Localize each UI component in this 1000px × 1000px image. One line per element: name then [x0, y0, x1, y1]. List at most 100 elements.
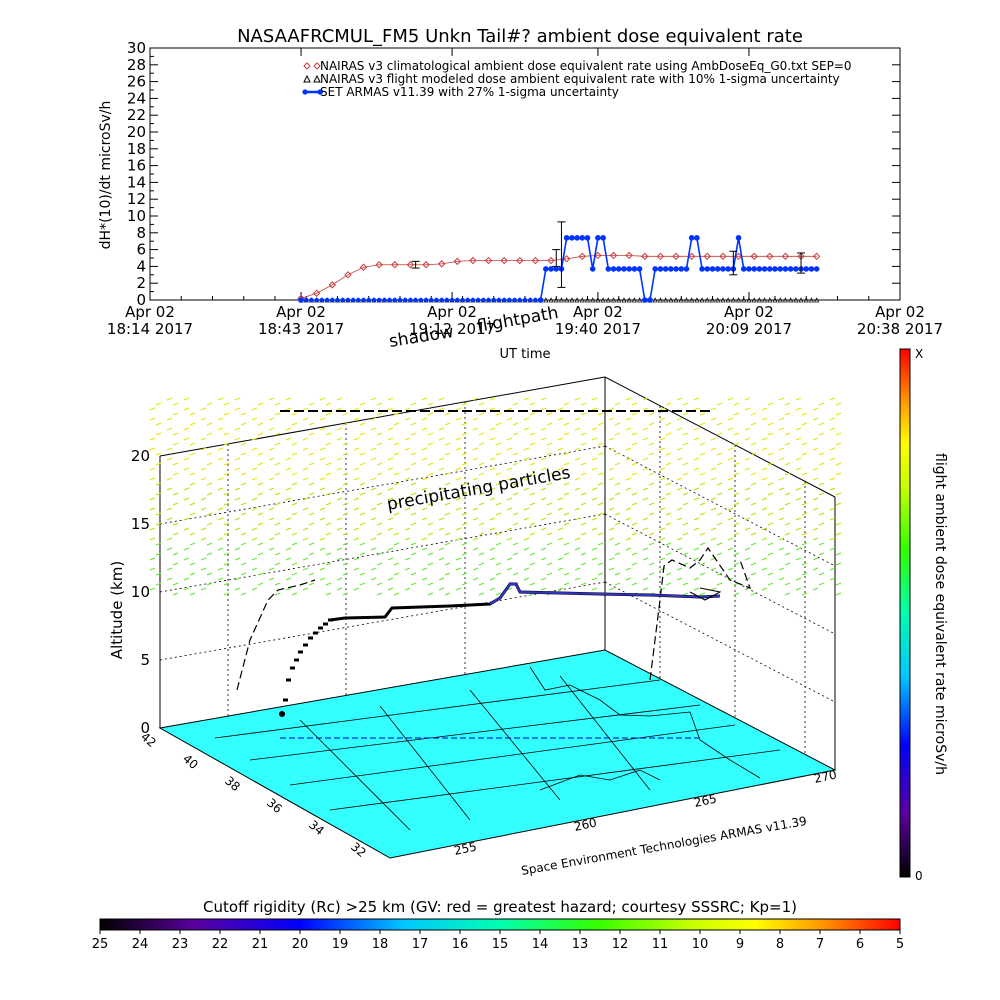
particle-mark — [206, 462, 213, 466]
particle-mark — [200, 417, 207, 421]
triangle-point — [808, 297, 815, 303]
particle-mark — [240, 412, 247, 416]
particle-mark — [285, 437, 292, 441]
dose-colorbar-bottom-label: 0 — [915, 869, 923, 883]
circle-point — [610, 266, 617, 272]
particle-mark — [625, 547, 632, 551]
particle-mark — [563, 552, 570, 556]
particle-mark — [342, 442, 349, 446]
particle-mark — [614, 462, 621, 466]
diamond-marker-icon — [303, 62, 321, 70]
particle-mark — [665, 452, 672, 456]
altitude-tick-label: 0 — [140, 719, 150, 737]
particle-mark — [393, 592, 400, 596]
particle-mark — [778, 507, 785, 511]
latitude-tick-label: 40 — [180, 752, 201, 773]
particle-mark — [200, 527, 207, 531]
particle-mark — [812, 437, 819, 441]
particle-mark — [461, 422, 468, 426]
particle-mark — [166, 487, 173, 491]
particle-mark — [665, 522, 672, 526]
circle-point — [408, 297, 413, 303]
particle-mark — [285, 587, 292, 591]
particle-mark — [342, 512, 349, 516]
particle-mark — [574, 507, 581, 511]
particle-mark — [795, 577, 802, 581]
particle-mark — [319, 487, 326, 491]
particle-mark — [761, 497, 768, 501]
particle-mark — [835, 502, 842, 506]
particle-mark — [829, 427, 836, 431]
particle-mark — [574, 457, 581, 461]
circle-point — [371, 297, 377, 303]
particle-mark — [523, 517, 530, 521]
particle-mark — [461, 482, 468, 486]
particle-mark — [223, 502, 230, 506]
triangle-point — [553, 297, 559, 303]
diamond-point — [328, 281, 336, 289]
circle-point — [434, 297, 439, 303]
particle-mark — [166, 427, 173, 431]
particle-mark — [438, 517, 445, 521]
particle-mark — [812, 507, 819, 511]
particle-mark — [682, 502, 689, 506]
circle-point — [538, 297, 543, 303]
particle-mark — [716, 582, 723, 586]
particle-mark — [693, 397, 700, 401]
particle-mark — [257, 402, 264, 406]
series-group — [297, 221, 821, 303]
flightpath-point — [323, 622, 328, 626]
particle-mark — [614, 402, 621, 406]
triangle-point — [762, 297, 768, 303]
particle-mark — [387, 587, 394, 591]
particle-mark — [217, 427, 224, 431]
particle-mark — [240, 452, 247, 456]
particle-mark — [189, 542, 196, 546]
particle-mark — [546, 512, 553, 516]
circle-point — [350, 297, 356, 303]
circle-point — [423, 297, 429, 303]
particle-mark — [478, 552, 485, 556]
particle-mark — [778, 567, 785, 571]
particle-mark — [540, 437, 547, 441]
diamond-point — [594, 251, 602, 260]
particle-mark — [319, 477, 326, 481]
particle-mark — [580, 412, 587, 416]
particle-mark — [393, 442, 400, 446]
particle-mark — [189, 502, 196, 506]
particle-mark — [240, 562, 247, 566]
particle-mark — [829, 517, 836, 521]
particle-mark — [591, 577, 598, 581]
particle-mark — [353, 557, 360, 561]
particle-mark — [376, 562, 383, 566]
particle-mark — [512, 512, 519, 516]
particle-mark — [240, 532, 247, 536]
particle-mark — [665, 492, 672, 496]
particle-mark — [699, 472, 706, 476]
particle-mark — [778, 417, 785, 421]
particle-mark — [223, 532, 230, 536]
particle-mark — [801, 542, 808, 546]
particle-mark — [427, 442, 434, 446]
particle-mark — [342, 572, 349, 576]
particle-mark — [631, 562, 638, 566]
particle-mark — [149, 557, 156, 561]
particle-mark — [693, 577, 700, 581]
circle-point — [699, 266, 705, 272]
particle-mark — [410, 452, 417, 456]
particle-mark — [812, 587, 819, 591]
particle-mark — [393, 532, 400, 536]
particle-mark — [818, 542, 825, 546]
particle-mark — [580, 562, 587, 566]
particle-mark — [461, 582, 468, 586]
triangle-point — [689, 297, 695, 303]
particle-mark — [733, 432, 740, 436]
particle-mark — [387, 577, 394, 581]
particle-mark — [421, 417, 428, 421]
particle-mark — [801, 562, 808, 566]
particle-mark — [234, 397, 241, 401]
particle-mark — [540, 577, 547, 581]
particle-mark — [302, 537, 309, 541]
particle-mark — [461, 572, 468, 576]
particle-mark — [648, 442, 655, 446]
